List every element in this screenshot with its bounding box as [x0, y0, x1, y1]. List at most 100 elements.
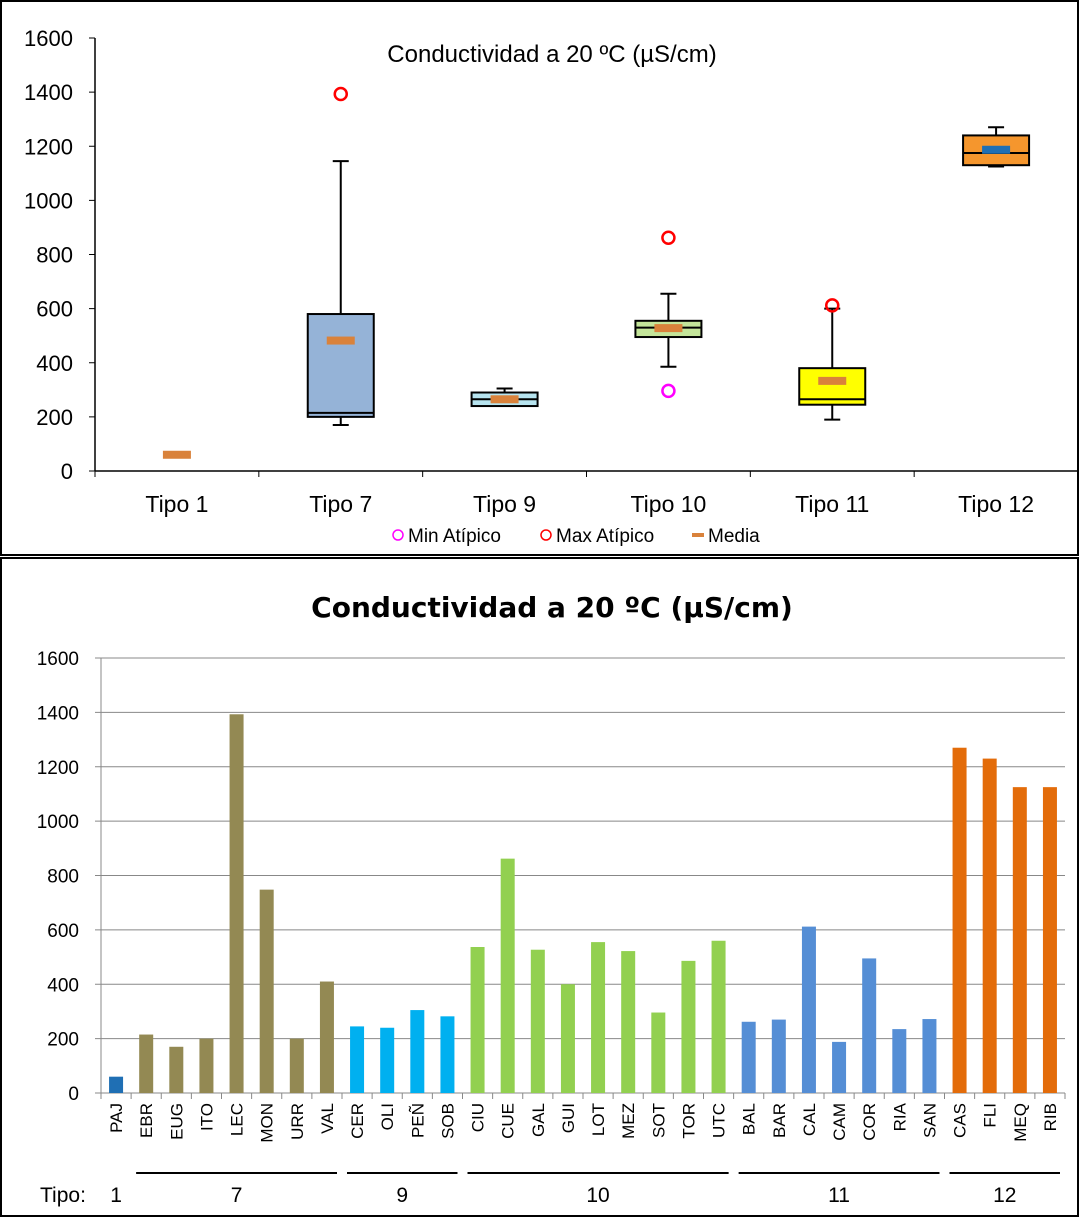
bar: [862, 958, 877, 1093]
mean-marker: [490, 395, 519, 404]
bar: [289, 1038, 304, 1093]
legend-label: Min Atípico: [408, 526, 501, 547]
x-category-label: ITO: [197, 1103, 216, 1131]
y-tick-label: 1200: [24, 134, 73, 159]
x-category-label: CUE: [499, 1103, 518, 1139]
y-tick-label: 800: [47, 867, 79, 888]
bar: [621, 951, 636, 1093]
bar: [801, 926, 816, 1093]
x-category-label: BAL: [740, 1103, 759, 1135]
y-tick-label: 200: [36, 405, 73, 430]
boxplot-frame: [0, 0, 1079, 556]
boxplot-legend: Min Atípico Max Atípico Media: [392, 526, 760, 547]
x-category-label: Tipo 9: [473, 491, 536, 517]
max-outlier-point: [661, 230, 676, 245]
boxplot-panel: Conductividad a 20 ºC (µS/cm) 0 200 400 600…: [0, 0, 1079, 556]
bar: [741, 1021, 756, 1093]
group-label: 10: [586, 1184, 609, 1207]
x-category-label: OLI: [378, 1103, 397, 1130]
bar: [1042, 787, 1057, 1093]
max-outlier-point: [333, 86, 348, 102]
bar: [832, 1041, 847, 1093]
x-category-label: EUG: [167, 1103, 186, 1140]
max-outlier-point: [825, 298, 840, 313]
x-category-label: PAJ: [107, 1103, 126, 1133]
boxplot-chart: Conductividad a 20 ºC (µS/cm) 0 200 400 600…: [0, 0, 1079, 556]
y-tick-label: 1600: [24, 26, 73, 51]
mean-marker: [818, 376, 847, 385]
bar: [922, 1019, 937, 1093]
x-category-label: Tipo 7: [309, 491, 372, 517]
mean-marker: [654, 324, 683, 333]
y-tick-label: 200: [47, 1030, 79, 1051]
group-label: 9: [396, 1184, 408, 1207]
legend-label: Max Atípico: [556, 526, 654, 547]
group-label: 12: [993, 1184, 1016, 1207]
x-category-label: SOB: [438, 1103, 457, 1139]
x-category-label: RIA: [890, 1102, 909, 1131]
y-tick-label: 600: [36, 297, 73, 322]
x-category-label: SAN: [920, 1103, 939, 1138]
group-label: 11: [828, 1184, 850, 1207]
y-tick-label: 1000: [37, 812, 79, 833]
bar-chart: Conductividad a 20 ºC (µS/cm) 0 200 400 600…: [0, 557, 1079, 1217]
bar: [470, 947, 485, 1093]
bar: [199, 1038, 214, 1093]
group-label: 7: [231, 1184, 243, 1207]
bar: [229, 714, 244, 1093]
y-tick-label: 0: [68, 1084, 79, 1105]
x-category-label: Tipo 11: [795, 491, 869, 517]
x-category-label: URR: [288, 1103, 307, 1140]
boxplot-title: Conductividad a 20 ºC (µS/cm): [387, 41, 716, 68]
box-iqr: [306, 313, 375, 418]
bar: [591, 942, 606, 1093]
bar: [500, 858, 515, 1093]
group-label: 1: [110, 1184, 122, 1207]
x-category-label: SOT: [649, 1103, 668, 1138]
x-category-label: RIB: [1041, 1103, 1060, 1131]
group-prefix-label: Tipo:: [40, 1184, 86, 1207]
x-category-label: PEÑ: [408, 1103, 427, 1138]
bar: [892, 1029, 907, 1093]
bar: [771, 1019, 786, 1093]
bar: [169, 1046, 184, 1093]
bar: [139, 1034, 154, 1093]
x-category-label: VAL: [318, 1103, 337, 1134]
y-tick-label: 1400: [24, 80, 73, 105]
y-tick-label: 400: [47, 975, 79, 996]
y-tick-label: 800: [36, 243, 73, 268]
y-tick-label: 600: [47, 921, 79, 942]
x-category-label: FLI: [981, 1103, 1000, 1128]
min-outlier-point: [661, 383, 676, 399]
x-category-label: CIU: [469, 1103, 488, 1132]
legend-marker: [540, 529, 552, 541]
bar: [440, 1016, 455, 1093]
x-category-label: EBR: [137, 1103, 156, 1138]
barchart-title: Conductividad a 20 ºC (µS/cm): [311, 591, 793, 624]
y-tick-label: 0: [61, 459, 73, 484]
bar: [982, 758, 997, 1093]
x-category-label: MEZ: [619, 1103, 638, 1139]
mean-marker: [326, 336, 355, 345]
bar: [530, 949, 545, 1093]
legend-marker: [692, 533, 704, 537]
x-category-label: LOT: [589, 1103, 608, 1136]
y-tick-label: 1600: [37, 649, 79, 670]
x-category-label: MON: [258, 1103, 277, 1143]
bar: [109, 1076, 124, 1093]
bar: [952, 747, 967, 1093]
barchart-panel: Conductividad a 20 ºC (µS/cm) 0 200 400 600…: [0, 557, 1079, 1217]
bar: [410, 1010, 425, 1093]
x-category-label: CAM: [830, 1103, 849, 1141]
x-category-label: BAR: [770, 1103, 789, 1138]
x-category-label: CAL: [800, 1103, 819, 1136]
bar: [259, 889, 274, 1093]
x-category-label: GAL: [529, 1103, 548, 1137]
x-category-label: CER: [348, 1103, 367, 1139]
y-tick-label: 1200: [37, 758, 79, 779]
mean-marker: [162, 450, 191, 459]
y-tick-label: 1400: [37, 703, 79, 724]
bar: [1012, 787, 1027, 1093]
mean-marker: [982, 145, 1011, 154]
x-category-label: UTC: [710, 1103, 729, 1138]
